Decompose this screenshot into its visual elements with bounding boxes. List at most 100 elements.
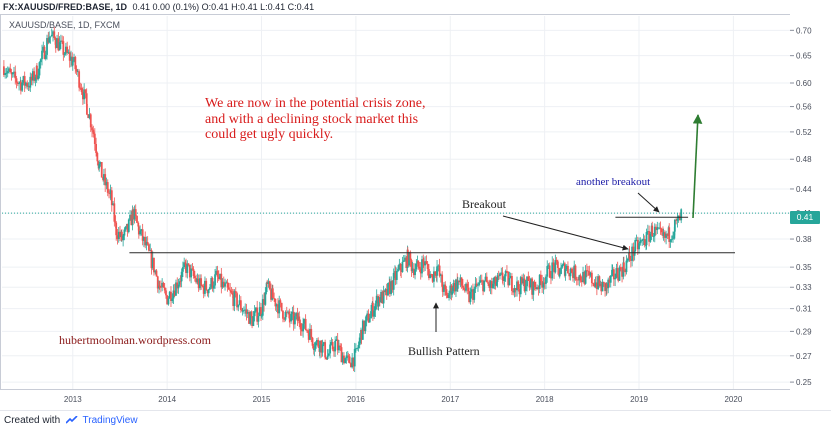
candle-body: [554, 260, 557, 273]
candle-body: [117, 231, 120, 239]
candle-body: [585, 270, 588, 272]
x-tick-label: 2013: [64, 395, 82, 404]
candle-body: [625, 260, 628, 273]
candle-body: [615, 268, 618, 278]
candle-body: [92, 132, 95, 134]
candle-body: [588, 271, 591, 276]
candle-body: [606, 283, 608, 289]
candle-body: [534, 287, 537, 289]
candle-body: [43, 46, 46, 59]
candle-body: [140, 229, 143, 231]
candle-body: [582, 272, 584, 283]
candle-body: [172, 290, 175, 299]
candle-body: [539, 274, 542, 282]
candle-body: [543, 282, 546, 284]
breakout-annotation: Breakout: [462, 197, 506, 211]
candle-body: [381, 291, 384, 304]
candle-body: [110, 190, 113, 206]
candle-body: [477, 284, 479, 286]
candle-body: [100, 162, 103, 178]
candle-body: [166, 295, 169, 305]
candle-body: [538, 274, 541, 289]
candle-body: [18, 83, 20, 85]
candle-body: [390, 280, 393, 294]
y-tick-label: 0.33: [796, 283, 812, 292]
candle-body: [624, 270, 627, 273]
candle-body: [5, 72, 8, 74]
x-tick-label: 2019: [630, 395, 648, 404]
grid-lines: [2, 16, 790, 389]
candle-body: [233, 291, 236, 307]
x-tick-label: 2017: [441, 395, 459, 404]
candle-body: [419, 268, 422, 274]
candle-body: [320, 340, 323, 353]
candle-body: [408, 252, 410, 266]
candle-body: [611, 269, 614, 271]
candle-body: [646, 231, 649, 233]
candle-body: [288, 318, 291, 322]
candle-body: [507, 271, 510, 286]
candle-body: [406, 249, 409, 266]
candle-body: [400, 270, 403, 273]
candle-body: [99, 162, 102, 164]
candle-body: [83, 89, 86, 100]
candle-body: [433, 271, 435, 282]
candle-body: [676, 218, 679, 221]
candle-body: [331, 342, 334, 350]
tradingview-brand[interactable]: TradingView: [82, 415, 138, 426]
candle-body: [590, 272, 593, 284]
candle-body: [285, 311, 288, 313]
candle-body: [475, 283, 478, 286]
candle-body: [617, 277, 620, 281]
candle-body: [183, 262, 186, 268]
candle-body: [25, 82, 27, 86]
candle-body: [327, 353, 330, 356]
candle-body: [324, 342, 327, 358]
candle-body: [321, 344, 324, 353]
candle-body: [127, 219, 130, 232]
candle-body: [626, 258, 629, 261]
candle-body: [214, 274, 216, 286]
candle-body: [311, 337, 314, 346]
candle-body: [126, 223, 129, 232]
candle-body: [446, 294, 449, 298]
candle-body: [528, 281, 531, 288]
candle-body: [204, 280, 206, 294]
price-chart[interactable]: 0.70 0.65 0.60 0.56 0.52 0.48 0.44 0.41 0.38 0.35…: [0, 0, 831, 410]
candle-body: [146, 241, 149, 245]
candle-body: [456, 280, 459, 289]
tradingview-logo-icon: [65, 416, 78, 424]
candle-body: [593, 284, 596, 287]
candle-body: [385, 289, 388, 296]
candle-body: [519, 277, 522, 295]
candle-body: [553, 265, 555, 273]
candle-body: [209, 287, 211, 290]
candle-body: [480, 280, 483, 282]
candle-body: [556, 261, 559, 268]
candle-body: [4, 73, 7, 75]
candle-body: [215, 270, 218, 275]
candle-body: [201, 285, 204, 287]
y-tick-label: 0.48: [796, 155, 812, 164]
candle-body: [243, 310, 245, 311]
candle-body: [634, 240, 637, 252]
candle-body: [435, 275, 438, 277]
candle-body: [241, 310, 244, 312]
candle-body: [652, 236, 655, 237]
candle-body: [322, 342, 325, 345]
candle-body: [453, 283, 456, 292]
candle-body: [669, 239, 672, 242]
candle-body: [26, 82, 29, 87]
candle-body: [304, 318, 307, 330]
candle-body: [450, 285, 453, 295]
candle-body: [441, 286, 444, 292]
candle-body: [460, 277, 463, 286]
candle-body: [504, 270, 507, 277]
candle-body: [245, 309, 248, 314]
candle-body: [522, 278, 525, 284]
another-breakout-arrow: [637, 192, 660, 213]
candle-body: [123, 229, 126, 236]
candle-body: [344, 358, 347, 364]
candle-body: [163, 287, 166, 291]
candle-body: [467, 287, 470, 292]
